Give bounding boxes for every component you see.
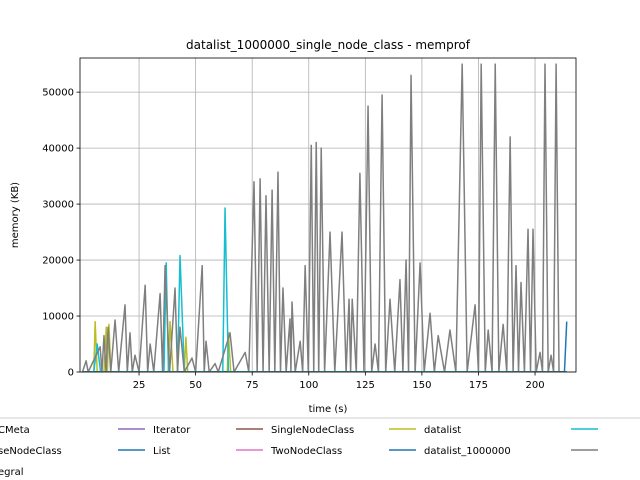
- y-tick-label: 10000: [42, 312, 74, 323]
- chart-title: datalist_1000000_single_node_class - mem…: [186, 38, 471, 52]
- y-tick-label: 50000: [42, 88, 74, 99]
- legend-label: egral: [0, 467, 24, 478]
- x-tick-label: 50: [189, 380, 202, 391]
- legend-frame: [0, 417, 640, 480]
- y-tick-label: 0: [68, 368, 74, 379]
- legend-label: datalist_1000000: [424, 446, 511, 457]
- legend: CMeta seNodeClass egral Iterator List SingleN…: [0, 417, 640, 480]
- x-tick-label: 125: [356, 380, 375, 391]
- x-tick-label: 175: [469, 380, 488, 391]
- y-tick-label: 40000: [42, 144, 74, 155]
- legend-label: SingleNodeClass: [271, 425, 354, 436]
- series-line: [82, 321, 568, 372]
- x-tick-label: 25: [133, 380, 146, 391]
- series-line: [82, 207, 567, 372]
- axes-frame: [79, 57, 577, 373]
- y-tick-label: 30000: [42, 200, 74, 211]
- legend-label: seNodeClass: [0, 446, 62, 457]
- legend-label: datalist: [424, 425, 461, 436]
- plot-lines: [81, 63, 568, 372]
- series-line: [81, 63, 565, 372]
- legend-label: Iterator: [153, 425, 191, 436]
- x-tick-label: 75: [246, 380, 259, 391]
- x-tick-label: 150: [412, 380, 431, 391]
- x-tick-label: 200: [525, 380, 544, 391]
- legend-label: TwoNodeClass: [270, 446, 342, 457]
- y-tick-label: 20000: [42, 256, 74, 267]
- x-tick-label: 100: [299, 380, 318, 391]
- legend-label: CMeta: [0, 425, 30, 436]
- legend-label: List: [153, 446, 171, 457]
- y-axis-label: memory (KB): [10, 182, 21, 248]
- x-axis-label: time (s): [309, 404, 348, 415]
